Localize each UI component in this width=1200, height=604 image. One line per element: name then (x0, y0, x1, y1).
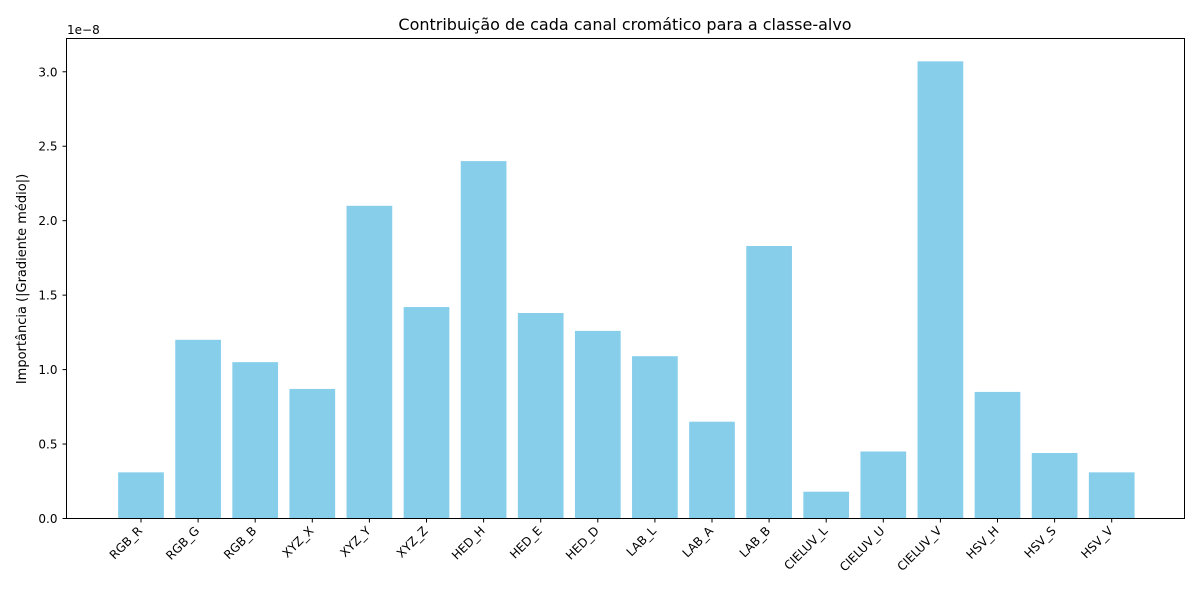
x-tick-label: HSV_H (964, 524, 1002, 562)
y-tick-label: 0.0 (38, 512, 57, 526)
x-tick-label: LAB_B (737, 524, 774, 561)
bar-lab-a (689, 421, 735, 519)
y-tick-label: 0.5 (38, 438, 57, 452)
x-tick-label: XYZ_Z (394, 524, 431, 561)
bar-xyz-x (289, 388, 336, 519)
bar-hed-e (517, 313, 564, 519)
y-tick-label: 1.5 (38, 289, 57, 303)
bar-cieluv-l (803, 491, 850, 519)
chart-title: Contribuição de cada canal cromático par… (398, 15, 851, 34)
x-tick-label: CIELUV_V (894, 523, 945, 574)
y-axis-scale-label: 1e−8 (67, 23, 100, 37)
y-tick-label: 3.0 (38, 65, 57, 79)
bar-hed-h (460, 161, 507, 519)
bar-hed-d (574, 330, 621, 519)
x-tick-label: HSV_S (1022, 524, 1059, 561)
y-tick-label: 1.0 (38, 363, 57, 377)
y-axis-label: Importância (|Gradiente médio|) (15, 174, 30, 384)
x-tick-label: RGB_B (221, 524, 259, 562)
bar-hsv-v (1088, 472, 1135, 519)
x-tick-label: HED_D (563, 524, 602, 563)
x-tick-label: XYZ_X (280, 524, 317, 561)
x-tick-label: HED_H (449, 524, 488, 563)
bar-lab-b (746, 246, 792, 519)
bar-rgb-r (118, 472, 164, 519)
x-tick-label: HED_E (507, 524, 545, 562)
bars-group (118, 61, 1135, 519)
x-tick-label: LAB_A (680, 523, 717, 560)
x-tick-label: CIELUV_U (837, 524, 887, 574)
x-tick-label: CIELUV_L (781, 523, 830, 572)
x-tick-label: XYZ_Y (337, 523, 374, 560)
x-tick-label: RGB_R (107, 524, 145, 562)
bar-xyz-y (346, 205, 393, 519)
bar-rgb-b (232, 362, 279, 519)
x-tick-label: HSV_V (1078, 523, 1116, 561)
bar-lab-l (632, 356, 678, 519)
y-tick-label: 2.0 (38, 214, 57, 228)
bar-hsv-h (974, 391, 1021, 519)
y-tick-label: 2.5 (38, 140, 57, 154)
plot-area-frame (66, 38, 1185, 519)
bar-rgb-g (175, 339, 221, 519)
x-tick-label: LAB_L (624, 524, 660, 560)
y-axis-ticks: 0.0 0.5 1.0 1.5 2.0 2.5 3.0 (38, 65, 67, 526)
bar-cieluv-u (860, 451, 907, 519)
bar-cieluv-v (917, 61, 964, 519)
x-axis-ticks: RGB_R RGB_G RGB_B XYZ_X XYZ_Y XYZ_Z HED_H HED_E… (107, 518, 1116, 574)
bar-hsv-s (1031, 452, 1078, 519)
x-tick-label: RGB_G (163, 524, 202, 563)
bar-xyz-z (403, 307, 450, 519)
